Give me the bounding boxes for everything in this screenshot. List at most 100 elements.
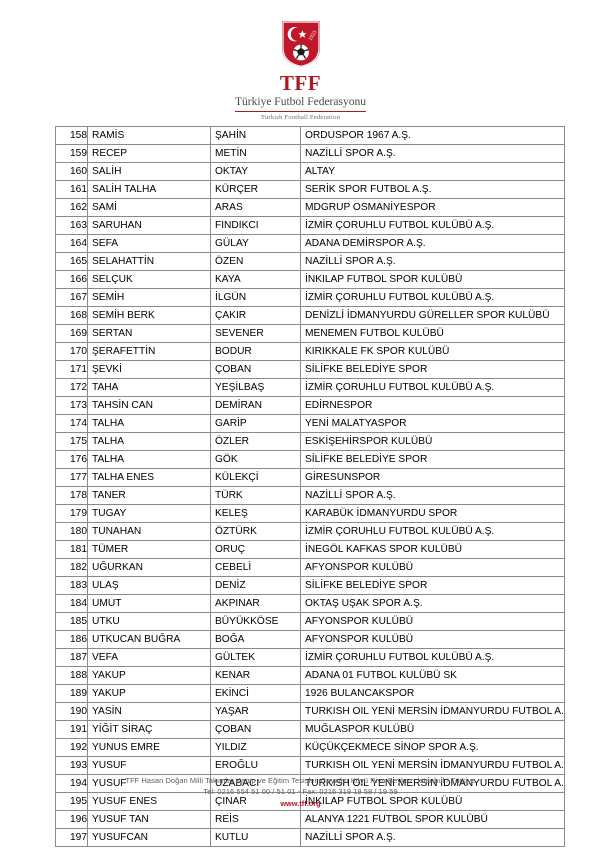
table-row: 176 TALHA GÖK SİLİFKE BELEDİYE SPOR: [55, 450, 565, 469]
cell-club: KÜÇÜKÇEKMECE SİNOP SPOR A.Ş.: [300, 738, 565, 757]
cell-no: 174: [55, 414, 88, 433]
cell-no: 184: [55, 594, 88, 613]
cell-no: 193: [55, 756, 88, 775]
cell-first-name: SALİH: [87, 162, 211, 181]
federation-name-english: Turkish Football Federation: [260, 113, 341, 121]
cell-first-name: SAMİ: [87, 198, 211, 217]
cell-no: 189: [55, 684, 88, 703]
cell-last-name: CEBELİ: [210, 558, 301, 577]
table-row: 194 YUSUF UZABACI TURKISH OIL YENİ MERSİN İ…: [55, 774, 565, 793]
table-row: 188 YAKUP KENAR ADANA 01 FUTBOL KULÜBÜ SK: [55, 666, 565, 685]
cell-club: ALTAY: [300, 162, 565, 181]
table-row: 186 UTKUCAN BUĞRA BOĞA AFYONSPOR KULÜBÜ: [55, 630, 565, 649]
cell-first-name: TUNAHAN: [87, 522, 211, 541]
cell-first-name: YAKUP: [87, 684, 211, 703]
table-row: 164 SEFA GÜLAY ADANA DEMİRSPOR A.Ş.: [55, 234, 565, 253]
table-row: 197 YUSUFCAN KUTLU NAZİLLİ SPOR A.Ş.: [55, 828, 565, 847]
cell-club: MDGRUP OSMANİYESPOR: [300, 198, 565, 217]
cell-last-name: ARAS: [210, 198, 301, 217]
table-row: 184 UMUT AKPINAR OKTAŞ UŞAK SPOR A.Ş.: [55, 594, 565, 613]
cell-last-name: YILDIZ: [210, 738, 301, 757]
cell-club: AFYONSPOR KULÜBÜ: [300, 612, 565, 631]
cell-club: MUĞLASPOR KULÜBÜ: [300, 720, 565, 739]
table-row: 161 SALİH TALHA KÜRÇER SERİK SPOR FUTBOL A.…: [55, 180, 565, 199]
cell-no: 173: [55, 396, 88, 415]
federation-name-turkish: Türkiye Futbol Federasyonu: [235, 96, 366, 112]
table-row: 189 YAKUP EKİNCİ 1926 BULANCAKSPOR: [55, 684, 565, 703]
cell-no: 167: [55, 288, 88, 307]
cell-last-name: DEMİRAN: [210, 396, 301, 415]
cell-club: İZMİR ÇORUHLU FUTBOL KULÜBÜ A.Ş.: [300, 648, 565, 667]
cell-no: 170: [55, 342, 88, 361]
cell-first-name: SARUHAN: [87, 216, 211, 235]
cell-club: İNEGÖL KAFKAS SPOR KULÜBÜ: [300, 540, 565, 559]
cell-first-name: YUSUF: [87, 756, 211, 775]
table-row: 185 UTKU BÜYÜKKÖSE AFYONSPOR KULÜBÜ: [55, 612, 565, 631]
footer-website-link[interactable]: www.tff.org: [280, 799, 321, 808]
table-row: 180 TUNAHAN ÖZTÜRK İZMİR ÇORUHLU FUTBOL KUL…: [55, 522, 565, 541]
cell-club: YENİ MALATYASPOR: [300, 414, 565, 433]
cell-club: İZMİR ÇORUHLU FUTBOL KULÜBÜ A.Ş.: [300, 522, 565, 541]
cell-club: KARABÜK İDMANYURDU SPOR: [300, 504, 565, 523]
cell-last-name: AKPINAR: [210, 594, 301, 613]
cell-last-name: DENİZ: [210, 576, 301, 595]
cell-no: 188: [55, 666, 88, 685]
cell-last-name: SEVENER: [210, 324, 301, 343]
cell-first-name: RAMİS: [87, 126, 211, 145]
cell-first-name: TUGAY: [87, 504, 211, 523]
cell-last-name: ÇAKIR: [210, 306, 301, 325]
cell-no: 186: [55, 630, 88, 649]
cell-club: ADANA 01 FUTBOL KULÜBÜ SK: [300, 666, 565, 685]
tff-wordmark: TFF: [279, 71, 322, 95]
cell-no: 160: [55, 162, 88, 181]
cell-club: SİLİFKE BELEDİYE SPOR: [300, 360, 565, 379]
cell-club: SİLİFKE BELEDİYE SPOR: [300, 450, 565, 469]
cell-no: 176: [55, 450, 88, 469]
cell-no: 171: [55, 360, 88, 379]
cell-last-name: ÖZTÜRK: [210, 522, 301, 541]
cell-no: 166: [55, 270, 88, 289]
cell-club: GİRESUNSPOR: [300, 468, 565, 487]
cell-no: 169: [55, 324, 88, 343]
table-row: 158 RAMİS ŞAHİN ORDUSPOR 1967 A.Ş.: [55, 126, 565, 145]
table-row: 163 SARUHAN FINDIKCI İZMİR ÇORUHLU FUTBOL K…: [55, 216, 565, 235]
cell-no: 191: [55, 720, 88, 739]
cell-last-name: GÜLTEK: [210, 648, 301, 667]
cell-club: İZMİR ÇORUHLU FUTBOL KULÜBÜ A.Ş.: [300, 378, 565, 397]
cell-first-name: TALHA: [87, 450, 211, 469]
cell-first-name: TALHA: [87, 414, 211, 433]
cell-first-name: UMUT: [87, 594, 211, 613]
cell-first-name: TÜMER: [87, 540, 211, 559]
cell-no: 185: [55, 612, 88, 631]
cell-last-name: KÜLEKÇİ: [210, 468, 301, 487]
cell-club: EDİRNESPOR: [300, 396, 565, 415]
cell-club: İNKILAP FUTBOL SPOR KULÜBÜ: [300, 270, 565, 289]
cell-last-name: EROĞLU: [210, 756, 301, 775]
cell-no: 161: [55, 180, 88, 199]
cell-first-name: RECEP: [87, 144, 211, 163]
cell-no: 178: [55, 486, 88, 505]
cell-last-name: BOĞA: [210, 630, 301, 649]
cell-last-name: YAŞAR: [210, 702, 301, 721]
table-row: 175 TALHA ÖZLER ESKİŞEHİRSPOR KULÜBÜ: [55, 432, 565, 451]
cell-club: NAZİLLİ SPOR A.Ş.: [300, 828, 565, 847]
table-row: 162 SAMİ ARAS MDGRUP OSMANİYESPOR: [55, 198, 565, 217]
svg-text:1923: 1923: [307, 29, 318, 42]
table-row: 196 YUSUF TAN REİS ALANYA 1221 FUTBOL SPOR …: [55, 810, 565, 829]
cell-first-name: TANER: [87, 486, 211, 505]
cell-last-name: KENAR: [210, 666, 301, 685]
player-roster-table-container: 158 RAMİS ŞAHİN ORDUSPOR 1967 A.Ş. 159 RECEP M…: [55, 126, 565, 847]
table-row: 187 VEFA GÜLTEK İZMİR ÇORUHLU FUTBOL KULÜBÜ…: [55, 648, 565, 667]
table-row: 172 TAHA YEŞİLBAŞ İZMİR ÇORUHLU FUTBOL KULÜ…: [55, 378, 565, 397]
cell-club: NAZİLLİ SPOR A.Ş.: [300, 144, 565, 163]
cell-no: 181: [55, 540, 88, 559]
cell-first-name: YASİN: [87, 702, 211, 721]
cell-last-name: KAYA: [210, 270, 301, 289]
table-row: 165 SELAHATTİN ÖZEN NAZİLLİ SPOR A.Ş.: [55, 252, 565, 271]
cell-last-name: TÜRK: [210, 486, 301, 505]
cell-club: İZMİR ÇORUHLU FUTBOL KULÜBÜ A.Ş.: [300, 216, 565, 235]
cell-club: SERİK SPOR FUTBOL A.Ş.: [300, 180, 565, 199]
cell-first-name: UĞURKAN: [87, 558, 211, 577]
cell-no: 158: [55, 126, 88, 145]
cell-club: AFYONSPOR KULÜBÜ: [300, 558, 565, 577]
